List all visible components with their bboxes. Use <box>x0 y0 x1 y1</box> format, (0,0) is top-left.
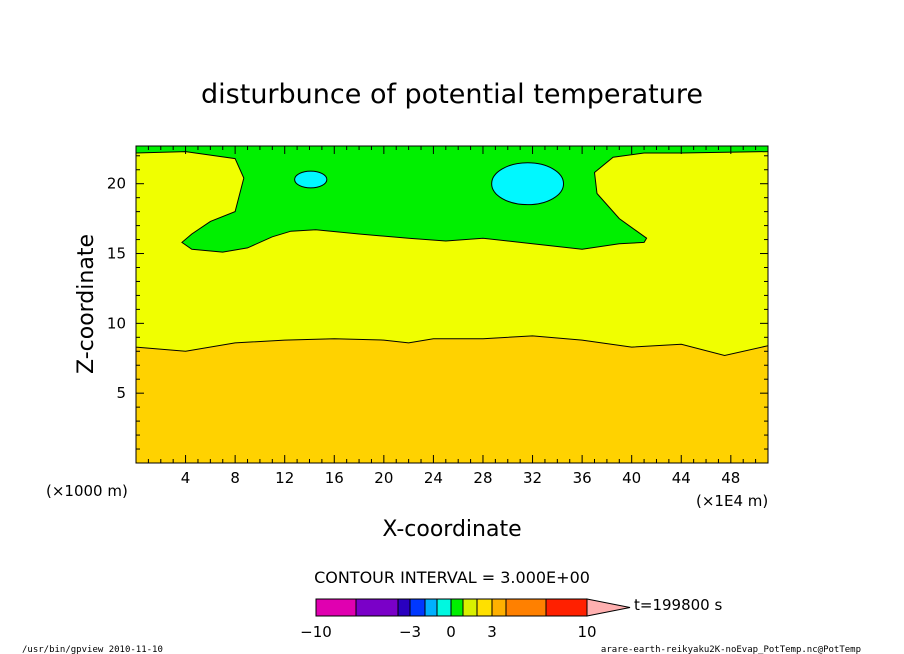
x-unit-left: (×1000 m) <box>46 482 128 500</box>
colorbar-swatch <box>545 598 588 617</box>
y-axis-label: Z-coordinate <box>74 234 99 374</box>
footer-left: /usr/bin/gpview 2010-11-10 <box>22 645 163 654</box>
colorbar-label: 10 <box>577 623 596 641</box>
x-tick-label: 16 <box>325 469 344 487</box>
y-tick-label: 20 <box>107 175 126 193</box>
x-unit-right: (×1E4 m) <box>696 492 768 510</box>
contour-interval-label: CONTOUR INTERVAL = 3.000E+00 <box>314 568 590 587</box>
colorbar-label: 0 <box>446 623 456 641</box>
x-tick-label: 24 <box>424 469 443 487</box>
y-tick-label: 5 <box>116 384 126 402</box>
x-tick-label: 20 <box>374 469 393 487</box>
colorbar-swatch <box>315 598 357 617</box>
colorbar-swatch <box>397 598 411 617</box>
x-tick-label: 44 <box>672 469 691 487</box>
x-tick-label: 28 <box>473 469 492 487</box>
colorbar-arrow <box>586 598 631 617</box>
y-axis-ticks: 5 10 15 20 <box>107 155 768 450</box>
colorbar-labels: −10 −3 0 3 10 <box>300 623 596 641</box>
x-tick-label: 32 <box>523 469 542 487</box>
x-tick-label: 40 <box>622 469 641 487</box>
contour-region-green <box>135 145 769 253</box>
colorbar-swatch <box>450 598 464 617</box>
colorbar-label: −3 <box>399 623 421 641</box>
contour-region-cyan-large <box>491 162 565 206</box>
x-tick-label: 12 <box>275 469 294 487</box>
y-tick-label: 10 <box>107 314 126 332</box>
colorbar-swatch <box>436 598 452 617</box>
x-axis-label: X-coordinate <box>382 517 521 542</box>
x-tick-label: 8 <box>230 469 240 487</box>
plot-frame <box>135 145 769 464</box>
colorbar-swatch <box>505 598 547 617</box>
contour-region-cyan-small <box>294 170 328 189</box>
chart-title: disturbunce of potential temperature <box>201 79 703 110</box>
x-tick-label: 48 <box>721 469 740 487</box>
colorbar-label: −10 <box>300 623 332 641</box>
colorbar-swatch <box>409 598 426 617</box>
colorbar-swatch <box>476 598 493 617</box>
time-label: t=199800 s <box>634 596 722 614</box>
x-tick-label: 4 <box>181 469 191 487</box>
colorbar-label: 3 <box>487 623 497 641</box>
x-tick-label: 36 <box>573 469 592 487</box>
colorbar-swatch <box>424 598 438 617</box>
y-tick-label: 15 <box>107 245 126 263</box>
colorbar <box>315 598 631 617</box>
colorbar-swatch <box>355 598 399 617</box>
colorbar-swatch <box>462 598 478 617</box>
footer-right: arare-earth-reikyaku2K-noEvap_PotTemp.nc… <box>601 645 861 654</box>
x-axis-ticks: 4 8 12 16 20 24 28 32 36 40 44 48 <box>147 146 757 487</box>
colorbar-swatch <box>491 598 507 617</box>
